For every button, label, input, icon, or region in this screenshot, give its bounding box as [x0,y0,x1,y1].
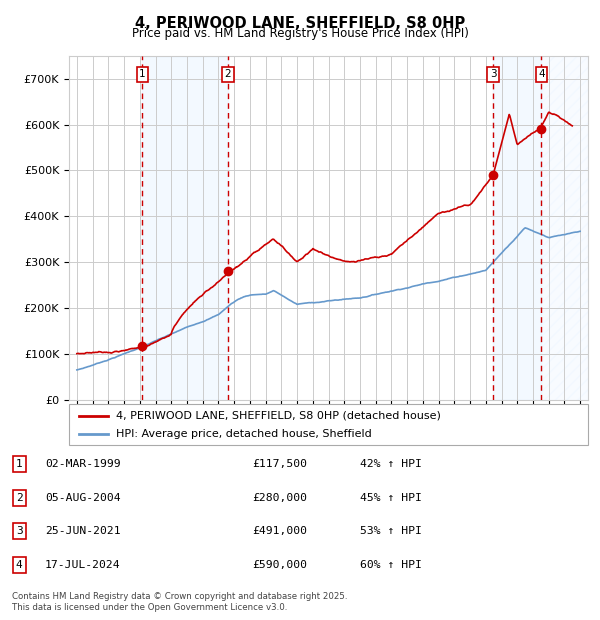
Text: Contains HM Land Registry data © Crown copyright and database right 2025.: Contains HM Land Registry data © Crown c… [12,592,347,601]
Text: £491,000: £491,000 [252,526,307,536]
Bar [493,56,541,400]
Text: 05-AUG-2004: 05-AUG-2004 [45,493,121,503]
Text: 2: 2 [224,69,231,79]
Text: 4, PERIWOOD LANE, SHEFFIELD, S8 0HP (detached house): 4, PERIWOOD LANE, SHEFFIELD, S8 0HP (det… [116,410,440,420]
Text: 53% ↑ HPI: 53% ↑ HPI [360,526,422,536]
Text: 25-JUN-2021: 25-JUN-2021 [45,526,121,536]
Text: £280,000: £280,000 [252,493,307,503]
Text: 02-MAR-1999: 02-MAR-1999 [45,459,121,469]
Text: This data is licensed under the Open Government Licence v3.0.: This data is licensed under the Open Gov… [12,603,287,612]
Text: 3: 3 [490,69,497,79]
Text: 3: 3 [16,526,23,536]
Text: 4: 4 [538,69,545,79]
Text: £590,000: £590,000 [252,560,307,570]
Text: HPI: Average price, detached house, Sheffield: HPI: Average price, detached house, Shef… [116,430,371,440]
Text: Price paid vs. HM Land Registry's House Price Index (HPI): Price paid vs. HM Land Registry's House … [131,27,469,40]
FancyBboxPatch shape [69,404,588,445]
Text: 4, PERIWOOD LANE, SHEFFIELD, S8 0HP: 4, PERIWOOD LANE, SHEFFIELD, S8 0HP [135,16,465,30]
Text: 42% ↑ HPI: 42% ↑ HPI [360,459,422,469]
Text: 1: 1 [16,459,23,469]
Text: 60% ↑ HPI: 60% ↑ HPI [360,560,422,570]
Text: £117,500: £117,500 [252,459,307,469]
Text: 1: 1 [139,69,146,79]
Bar [541,56,588,400]
Text: 17-JUL-2024: 17-JUL-2024 [45,560,121,570]
Bar [142,56,227,400]
Text: 2: 2 [16,493,23,503]
Text: 4: 4 [16,560,23,570]
Text: 45% ↑ HPI: 45% ↑ HPI [360,493,422,503]
